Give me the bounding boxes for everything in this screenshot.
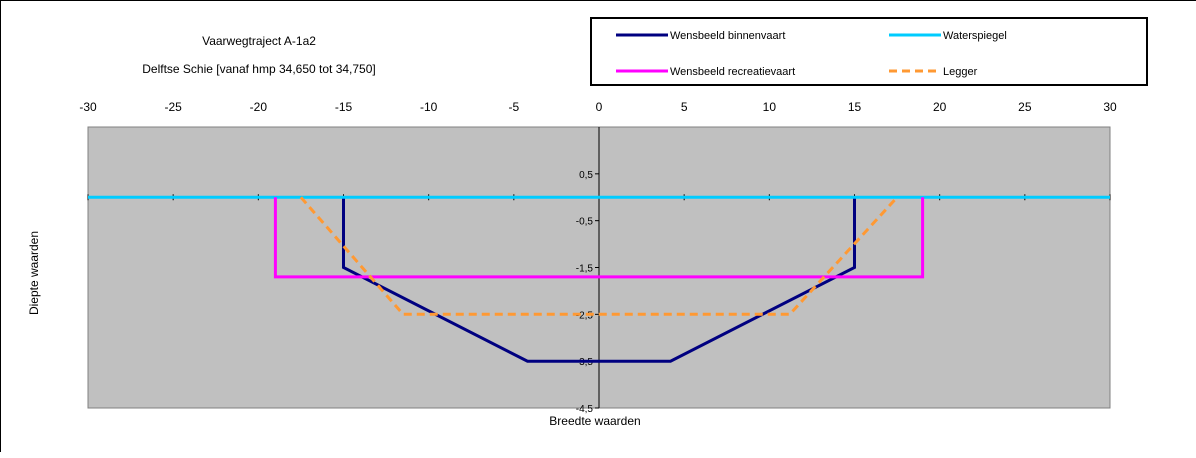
legend-label-legger: Legger [943,66,978,78]
x-tick-label: 20 [933,100,947,114]
legend: Wensbeeld binnenvaart Waterspiegel Wensb… [590,17,1148,86]
legend-label-waterspiegel: Waterspiegel [943,30,1007,42]
y-tick-label: -0,5 [576,217,594,228]
x-tick-label: -10 [420,100,438,114]
y-axis-title: Diepte waarden [27,231,41,315]
x-tick-labels: -30 -25 -20 -15 -10 -5 0 5 10 15 20 25 30 [79,100,1117,114]
x-tick-label: -15 [335,100,353,114]
series-line-wensbeeld-binnenvaart [342,197,856,363]
x-tick-label: 15 [848,100,862,114]
x-tick-label: -25 [164,100,182,114]
x-axis-title: Breedte waarden [549,414,640,428]
x-tick-label: 25 [1018,100,1032,114]
legend-box [590,17,1148,86]
x-tick-label: -5 [508,100,519,114]
legend-label-recreatievaart: Wensbeeld recreatievaart [670,66,795,78]
x-tick-label: -20 [250,100,268,114]
x-tick-label: -30 [79,100,97,114]
chart-title-line-2: Delftse Schie [vanaf hmp 34,650 tot 34,7… [142,62,375,76]
y-tick-label: -4,5 [576,404,594,415]
legend-label-binnenvaart: Wensbeeld binnenvaart [670,30,785,42]
chart-title-line-1: Vaarwegtraject A-1a2 [202,34,316,48]
x-tick-label: 0 [596,100,603,114]
series-layer [88,195,1110,363]
y-tick-label: -1,5 [576,264,594,275]
y-tick-label: 0,5 [579,170,593,181]
y-tick-label: -2,5 [576,310,594,321]
x-tick-label: 30 [1103,100,1117,114]
x-tick-label: 10 [763,100,777,114]
x-tick-label: 5 [681,100,688,114]
series-line-wensbeeld-recreatievaart [273,197,925,279]
